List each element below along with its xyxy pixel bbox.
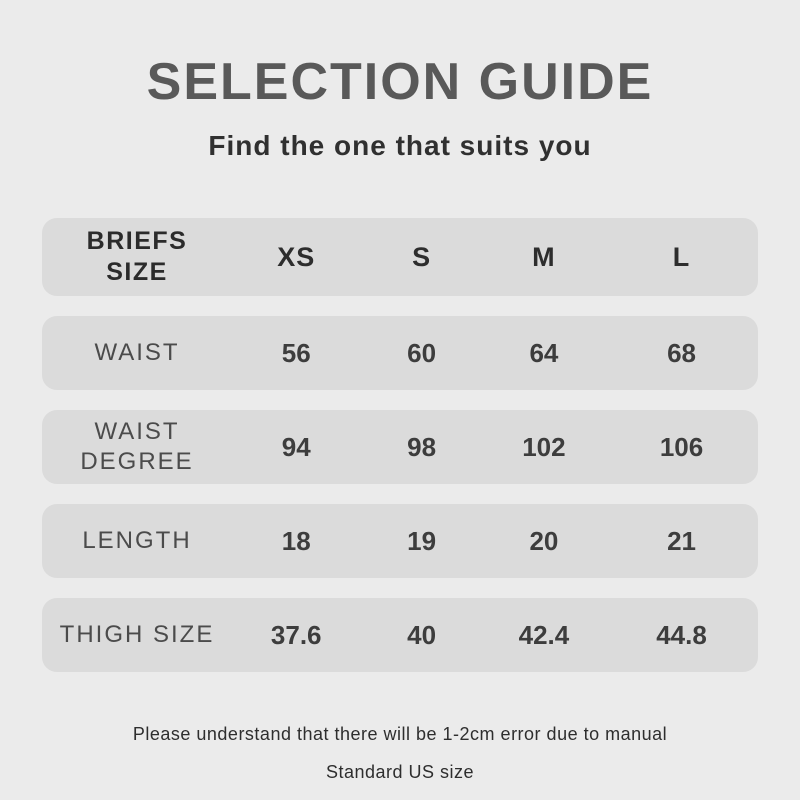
waist-s: 60 [407,337,437,368]
waist-degree-xs: 94 [281,431,311,462]
length-l: 21 [667,525,696,556]
page-subtitle: Find the one that suits you [208,130,592,161]
waist-m: 64 [529,337,559,368]
header-briefs-size: BRIEFS SIZE [86,226,188,286]
footer-note: Please understand that there will be 1-2… [0,724,800,783]
size-table: BRIEFS SIZE XS S M L WAIST 56 60 64 68 W… [42,218,758,672]
thigh-m: 42.4 [518,619,570,650]
table-row-waist: WAIST 56 60 64 68 [42,316,758,390]
thigh-xs: 37.6 [270,619,322,650]
length-xs: 18 [281,525,311,556]
table-row-waist-degree: WAIST DEGREE 94 98 102 106 [42,410,758,484]
length-s: 19 [407,525,437,556]
table-row-length: LENGTH 18 19 20 21 [42,504,758,578]
header-size-m: M [532,241,556,272]
waist-degree-l: 106 [659,431,704,462]
footer-error-note: Please understand that there will be 1-2… [132,724,668,744]
waist-degree-s: 98 [407,431,437,462]
page-title: SELECTION GUIDE [146,53,654,111]
row-label: LENGTH [82,527,192,554]
waist-l: 68 [667,337,696,368]
header-size-s: S [412,241,432,272]
waist-degree-m: 102 [522,431,566,462]
row-label: THIGH SIZE [59,621,215,648]
table-row-thigh-size: THIGH SIZE 37.6 40 42.4 44.8 [42,598,758,672]
thigh-l: 44.8 [656,619,707,650]
table-header-row: BRIEFS SIZE XS S M L [42,218,758,296]
thigh-s: 40 [407,619,437,650]
length-m: 20 [529,525,559,556]
footer-standard-note: Standard US size [325,762,475,782]
header-size-l: L [672,241,691,272]
row-label: WAIST [94,339,180,366]
row-label: WAIST DEGREE [80,418,194,475]
header-size-xs: XS [277,241,316,272]
waist-xs: 56 [281,337,311,368]
